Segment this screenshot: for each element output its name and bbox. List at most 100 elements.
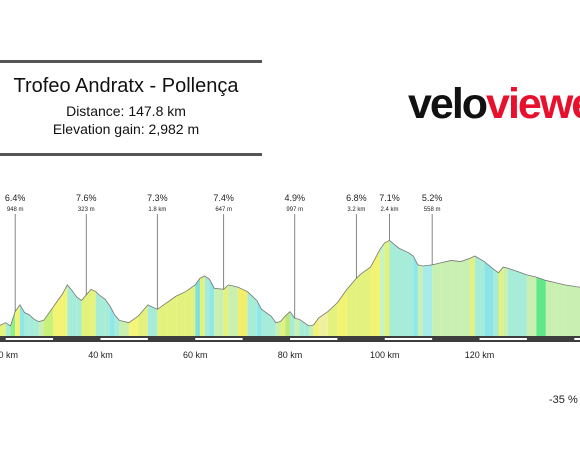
climb-gradient-label: 4.9% — [284, 193, 305, 203]
climb-length-label: 3.2 km — [347, 207, 365, 213]
profile-segment — [138, 304, 148, 336]
profile-segment — [285, 311, 290, 336]
profile-segment — [408, 252, 414, 336]
profile-segment — [380, 242, 385, 336]
profile-segment — [10, 311, 16, 336]
profile-segment — [100, 296, 106, 336]
axis-scale-dash — [100, 338, 148, 340]
profile-segment — [484, 261, 494, 336]
scale-percentage: -35 % — [549, 394, 578, 406]
climb-gradient-label: 7.6% — [76, 193, 97, 203]
profile-segment — [105, 299, 110, 336]
profile-segment — [308, 324, 314, 336]
profile-segment — [422, 264, 433, 336]
profile-segment — [38, 320, 44, 336]
profile-segment — [195, 278, 200, 336]
profile-segment — [545, 280, 556, 336]
profile-segment — [384, 240, 390, 336]
profile-segment — [209, 279, 215, 336]
profile-segment — [214, 288, 224, 336]
climb-gradient-label: 6.8% — [346, 193, 367, 203]
profile-segment — [199, 276, 205, 336]
axis-scale-dash — [479, 338, 527, 340]
profile-segment — [389, 240, 399, 336]
profile-segment — [526, 274, 537, 336]
climb-gradient-label: 7.4% — [213, 193, 234, 203]
axis-scale-dash — [574, 338, 580, 340]
profile-segment — [228, 284, 238, 336]
profile-segment — [81, 289, 91, 336]
profile-segment — [356, 273, 362, 336]
profile-segment — [413, 256, 418, 336]
profile-segment — [76, 297, 82, 336]
profile-segment — [15, 304, 20, 336]
profile-segment — [313, 318, 319, 336]
profile-segment — [498, 267, 504, 336]
profile-segment — [474, 256, 485, 336]
profile-segment — [114, 314, 120, 336]
profile-segment — [327, 302, 338, 336]
profile-segment — [62, 284, 68, 336]
profile-segment — [304, 322, 309, 336]
profile-segment — [261, 309, 272, 336]
profile-segment — [72, 290, 77, 336]
profile-segment — [67, 284, 73, 336]
logo-part-velo: velo — [408, 80, 488, 128]
climb-gradient-label: 7.3% — [147, 193, 168, 203]
climb-length-label: 647 m — [215, 207, 232, 213]
profile-segment — [19, 304, 25, 336]
title-panel: Trofeo Andratx - Pollença Distance: 147.… — [0, 60, 262, 156]
profile-segment — [90, 289, 96, 336]
axis-scale-dash — [290, 338, 338, 340]
x-tick-label: 100 km — [370, 350, 400, 360]
profile-segment — [34, 319, 39, 336]
x-tick-label: 40 km — [88, 350, 113, 360]
veloviewer-logo: veloviewer — [408, 80, 580, 129]
x-tick-label: 20 km — [0, 350, 18, 360]
profile-segment — [299, 319, 305, 336]
distance-label: Distance: 147.8 km — [66, 103, 186, 119]
profile-segment — [370, 249, 381, 336]
profile-segment — [256, 300, 262, 336]
profile-segment — [223, 284, 229, 336]
profile-segment — [337, 289, 347, 336]
profile-segment — [275, 321, 281, 336]
climb-length-label: 948 m — [7, 207, 24, 213]
profile-segment — [24, 312, 30, 336]
x-tick-label: 60 km — [183, 350, 208, 360]
logo-part-viewer: viewer — [486, 80, 580, 128]
profile-segment — [119, 320, 129, 336]
profile-segment — [176, 291, 186, 336]
elevation-gain-label: Elevation gain: 2,982 m — [52, 121, 200, 137]
profile-segment — [147, 304, 158, 336]
profile-segment — [185, 284, 196, 336]
profile-segment — [536, 277, 546, 336]
profile-segment — [460, 258, 471, 336]
profile-segment — [43, 307, 54, 336]
profile-outline — [0, 239, 580, 327]
profile-segment — [280, 316, 286, 336]
climb-length-label: 558 m — [424, 207, 441, 213]
profile-segment — [0, 322, 6, 336]
profile-segment — [493, 269, 499, 336]
profile-segment — [346, 278, 357, 336]
profile-segment — [470, 256, 475, 336]
climb-length-label: 2.4 km — [380, 207, 398, 213]
profile-segment — [555, 282, 565, 336]
x-tick-label: 80 km — [278, 350, 303, 360]
profile-segment — [503, 267, 508, 336]
profile-segment — [29, 314, 35, 336]
profile-segment — [417, 264, 423, 336]
profile-segment — [517, 271, 527, 336]
profile-segment — [451, 260, 461, 336]
climb-gradient-label: 5.2% — [422, 193, 443, 203]
profile-segment — [564, 284, 580, 336]
profile-segment — [507, 268, 518, 336]
profile-segment — [5, 322, 11, 336]
climb-gradient-label: 7.1% — [379, 193, 400, 203]
profile-segment — [204, 276, 210, 336]
axis-scale-dash — [195, 338, 243, 340]
profile-segment — [318, 311, 328, 336]
climb-length-label: 997 m — [286, 207, 303, 213]
